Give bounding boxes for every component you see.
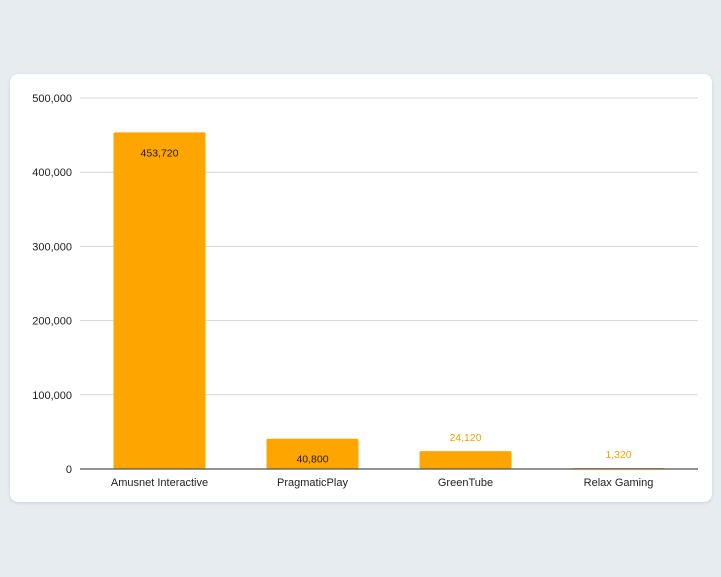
data-label: 1,320 xyxy=(605,449,631,461)
bar xyxy=(113,132,206,469)
bar xyxy=(419,451,512,469)
data-label: 40,800 xyxy=(296,454,328,466)
y-axis-ticks: 0 100,000 200,000 300,000 400,000 500,000 xyxy=(32,93,72,476)
category-label: GreenTube xyxy=(438,477,493,489)
data-label: 24,120 xyxy=(449,432,481,444)
y-tick-label: 0 xyxy=(66,464,72,476)
category-label: Amusnet Interactive xyxy=(111,477,208,489)
bars xyxy=(113,132,665,469)
category-labels: Amusnet Interactive PragmaticPlay GreenTub… xyxy=(111,477,653,489)
y-tick-label: 500,000 xyxy=(32,93,72,105)
bar xyxy=(266,438,359,469)
category-label: PragmaticPlay xyxy=(277,477,348,489)
y-tick-label: 400,000 xyxy=(32,167,72,179)
y-tick-label: 300,000 xyxy=(32,241,72,253)
data-label: 453,720 xyxy=(141,147,179,159)
y-tick-label: 200,000 xyxy=(32,316,72,328)
y-tick-label: 100,000 xyxy=(32,390,72,402)
category-label: Relax Gaming xyxy=(584,477,654,489)
data-labels: 453,720 40,800 24,120 1,320 xyxy=(141,147,632,465)
